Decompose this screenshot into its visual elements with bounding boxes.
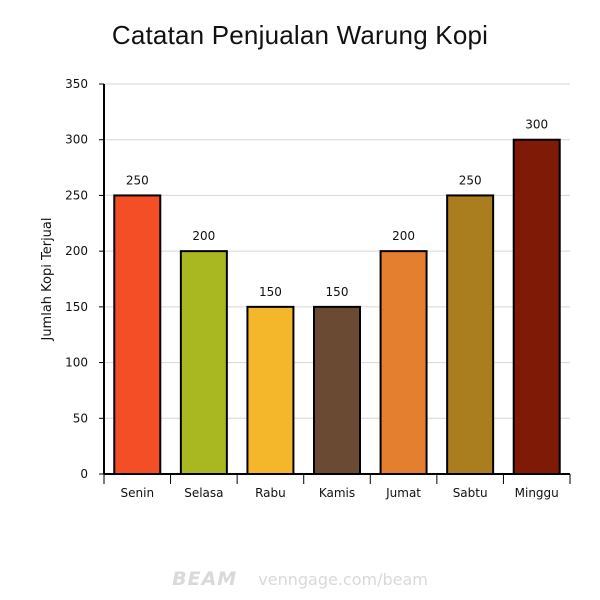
bar-jumat bbox=[379, 250, 428, 475]
bar-rabu bbox=[246, 305, 295, 475]
data-label: 250 bbox=[126, 173, 149, 187]
chart-title: Catatan Penjualan Warung Kopi bbox=[111, 20, 489, 50]
bar-minggu bbox=[512, 138, 561, 475]
x-tick-label: Rabu bbox=[255, 486, 286, 500]
watermark-brand: BEAM bbox=[172, 568, 238, 590]
data-label: 150 bbox=[326, 285, 349, 299]
bar-selasa bbox=[179, 250, 228, 475]
x-tick-label: Jumat bbox=[385, 486, 421, 500]
y-tick-label: 200 bbox=[65, 244, 88, 258]
watermark: BEAM venngage.com/beam bbox=[0, 568, 600, 590]
bar-kamis bbox=[313, 305, 361, 475]
bar-senin bbox=[113, 194, 162, 476]
y-tick-label: 350 bbox=[65, 77, 88, 91]
y-tick-label: 0 bbox=[80, 467, 88, 481]
x-tick-label: Minggu bbox=[515, 486, 559, 500]
data-label: 300 bbox=[525, 118, 548, 132]
y-tick-label: 150 bbox=[65, 300, 88, 314]
x-tick-label: Kamis bbox=[319, 486, 355, 500]
data-label: 200 bbox=[192, 229, 215, 243]
axes: 0 50 100 150 200 250 300 350 Senin Selasa Rabu Kami… bbox=[65, 77, 571, 500]
bar-sabtu bbox=[446, 194, 495, 476]
x-tick-label: Sabtu bbox=[453, 486, 488, 500]
data-label: 200 bbox=[392, 229, 415, 243]
data-labels: 250 200 150 150 200 250 300 bbox=[126, 118, 548, 299]
y-tick-label: 100 bbox=[65, 356, 88, 370]
data-label: 150 bbox=[259, 285, 282, 299]
bars bbox=[113, 138, 561, 476]
y-tick-label: 300 bbox=[65, 133, 88, 147]
y-tick-label: 250 bbox=[65, 188, 88, 202]
watermark-site: venngage.com/beam bbox=[258, 570, 428, 589]
x-tick-label: Selasa bbox=[184, 486, 223, 500]
data-label: 250 bbox=[459, 173, 482, 187]
y-axis-label: Jumlah Kopi Terjual bbox=[40, 217, 55, 341]
y-tick-label: 50 bbox=[73, 411, 88, 425]
x-tick-label: Senin bbox=[121, 486, 155, 500]
